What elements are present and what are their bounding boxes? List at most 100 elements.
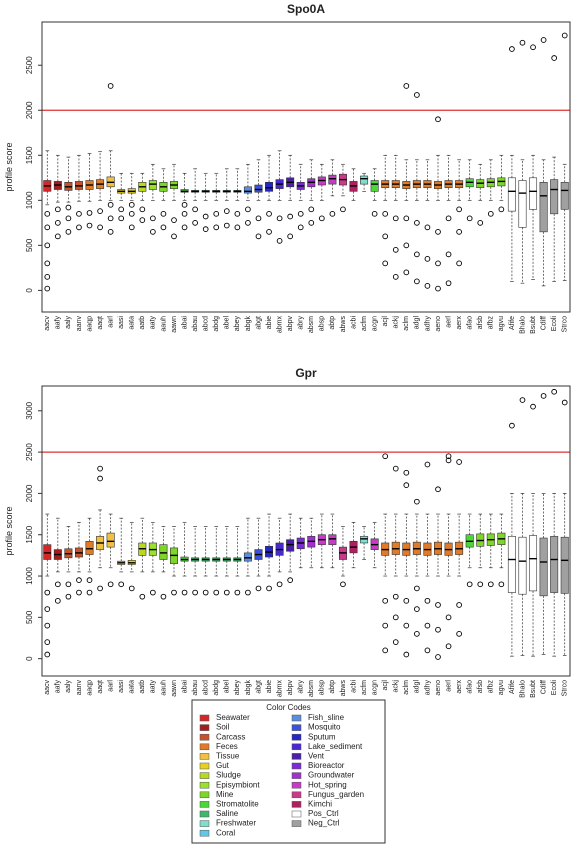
legend-label: Hot_spring bbox=[308, 780, 347, 789]
box-group bbox=[74, 521, 83, 596]
box-group bbox=[296, 163, 305, 231]
outlier bbox=[65, 228, 72, 235]
legend-label: Groundwater bbox=[308, 771, 355, 780]
x-tick-label: aauh bbox=[160, 316, 167, 332]
outlier bbox=[245, 206, 251, 213]
outlier bbox=[44, 260, 51, 267]
box-group bbox=[286, 513, 295, 584]
outlier bbox=[223, 222, 230, 229]
box-group bbox=[317, 163, 326, 222]
box-group bbox=[53, 517, 62, 604]
outlier bbox=[192, 589, 198, 596]
outlier bbox=[403, 482, 410, 488]
box-group bbox=[497, 513, 506, 588]
legend-label: Feces bbox=[216, 742, 238, 751]
x-tick-label: abdg bbox=[213, 680, 220, 696]
box-group bbox=[64, 526, 73, 600]
outlier bbox=[139, 593, 146, 600]
x-tick-label: Afife bbox=[509, 316, 516, 330]
outlier bbox=[223, 589, 230, 596]
x-tick-label: aaly bbox=[65, 680, 72, 693]
legend-label: Saline bbox=[216, 809, 239, 818]
outlier bbox=[139, 217, 146, 223]
legend-swatch bbox=[291, 762, 302, 770]
outlier bbox=[76, 224, 82, 231]
outlier bbox=[266, 210, 272, 217]
outlier bbox=[181, 224, 188, 231]
legend-swatch bbox=[199, 820, 210, 827]
box-group bbox=[127, 172, 136, 231]
outlier bbox=[445, 251, 452, 258]
outlier bbox=[414, 585, 420, 592]
outlier bbox=[435, 116, 441, 123]
x-tick-label: aasi bbox=[118, 680, 125, 693]
outlier bbox=[392, 274, 399, 280]
outlier bbox=[97, 465, 103, 472]
y-axis-label: profile score bbox=[4, 506, 14, 555]
legend-label: Gut bbox=[216, 761, 230, 770]
outlier bbox=[213, 589, 220, 596]
x-tick-label: abws bbox=[340, 316, 347, 333]
x-tick-label: aclm bbox=[403, 680, 410, 695]
legend-swatch bbox=[291, 781, 302, 789]
x-tick-label: abry bbox=[298, 316, 305, 330]
box-group bbox=[138, 517, 147, 600]
x-tick-label: abey bbox=[234, 680, 241, 696]
box bbox=[328, 534, 337, 545]
box-group bbox=[507, 46, 516, 282]
outlier bbox=[44, 589, 51, 596]
outlier bbox=[213, 224, 220, 231]
outlier bbox=[54, 219, 61, 226]
outlier bbox=[329, 210, 336, 217]
outlier bbox=[107, 83, 114, 89]
x-tick-label: Afife bbox=[509, 680, 516, 694]
x-tick-label: acgn bbox=[371, 680, 378, 695]
outlier bbox=[392, 639, 399, 645]
outlier bbox=[107, 581, 114, 588]
legend-swatch bbox=[291, 810, 302, 818]
x-tick-label: aaqt bbox=[97, 316, 104, 330]
outlier bbox=[445, 643, 452, 650]
outlier bbox=[234, 224, 241, 231]
outlier bbox=[44, 224, 51, 231]
outlier bbox=[445, 215, 452, 222]
box-group bbox=[518, 397, 527, 656]
outlier bbox=[44, 639, 51, 645]
outlier bbox=[150, 589, 156, 596]
outlier bbox=[445, 614, 452, 621]
x-tick-label: ackj bbox=[393, 316, 400, 329]
box-group bbox=[455, 459, 464, 637]
box bbox=[518, 536, 527, 595]
outlier bbox=[192, 219, 198, 226]
x-tick-label: acfm bbox=[361, 680, 368, 695]
legend-swatch bbox=[291, 724, 302, 731]
outlier bbox=[297, 224, 304, 231]
x-tick-label: aawn bbox=[171, 316, 178, 333]
legend-swatch bbox=[291, 714, 302, 722]
x-tick-label: agvu bbox=[498, 680, 505, 695]
outlier bbox=[445, 280, 452, 287]
legend-swatch bbox=[199, 772, 210, 779]
x-tick-label: aatb bbox=[139, 680, 146, 694]
outlier bbox=[86, 210, 93, 216]
box-group bbox=[391, 465, 400, 645]
box-group bbox=[550, 388, 559, 657]
outlier bbox=[54, 581, 61, 588]
box-group bbox=[328, 159, 337, 217]
box bbox=[159, 544, 168, 560]
box-group bbox=[233, 526, 242, 596]
outlier bbox=[435, 285, 441, 292]
box-group bbox=[85, 153, 94, 229]
box-group bbox=[370, 521, 379, 569]
x-tick-label: abmx bbox=[276, 680, 283, 698]
legend-swatch bbox=[291, 791, 302, 799]
outlier bbox=[86, 589, 93, 596]
x-tick-label: acjl bbox=[382, 316, 389, 327]
outlier bbox=[266, 228, 272, 235]
x-tick-label: acbi bbox=[350, 316, 357, 329]
outlier bbox=[414, 278, 420, 285]
outlier bbox=[171, 217, 177, 223]
box bbox=[254, 184, 263, 193]
outlier bbox=[234, 210, 241, 217]
